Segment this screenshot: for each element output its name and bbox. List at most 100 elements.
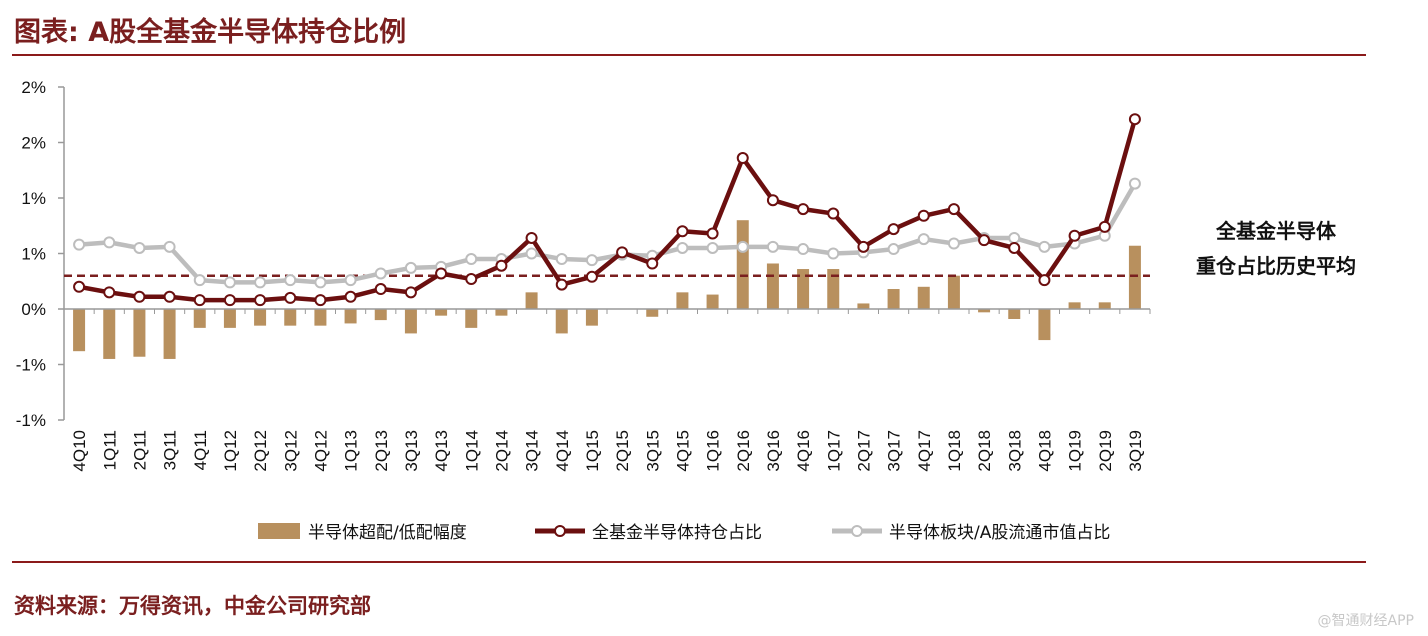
x-tick-label: 2Q18 (975, 430, 994, 472)
fund-share-point (73, 280, 86, 293)
y-tick-label: -1% (16, 356, 46, 375)
sector-share-point (133, 241, 146, 254)
fund-share-point (887, 223, 900, 236)
fund-share-point (1068, 229, 1081, 242)
bar (706, 294, 719, 309)
x-tick-label: 1Q17 (824, 430, 843, 472)
watermark: @智通财经APP (1317, 613, 1414, 629)
fund-share-point (706, 227, 719, 240)
sector-share-point (585, 254, 598, 267)
x-tick-label: 4Q15 (673, 430, 692, 472)
sector-share-point (917, 233, 930, 246)
fund-share-point (555, 278, 568, 291)
x-tick-label: 1Q12 (221, 430, 240, 472)
x-tick-label: 3Q16 (764, 430, 783, 472)
y-tick-label: 1% (21, 245, 46, 264)
x-tick-label: 1Q11 (100, 430, 119, 470)
bar (435, 309, 448, 316)
sector-share-point (465, 253, 478, 266)
bar (1008, 309, 1021, 319)
page-title: 图表: A股全基金半导体持仓比例 (14, 17, 407, 48)
x-tick-label: 1Q15 (583, 430, 602, 472)
fund-share-point (223, 294, 236, 307)
fund-share-point (646, 257, 659, 270)
bar (947, 275, 960, 309)
bar (646, 309, 659, 317)
fund-share-point (978, 234, 991, 247)
bar (978, 309, 991, 313)
fund-share-point (374, 283, 387, 296)
x-tick-label: 4Q17 (915, 430, 934, 472)
sector-share-point (676, 241, 689, 254)
sector-share-point (193, 274, 206, 287)
sector-share-point (163, 240, 176, 253)
sector-share-point (1038, 240, 1051, 253)
fund-share-point (284, 291, 297, 304)
sector-share-point (887, 243, 900, 256)
x-tick-label: 4Q11 (191, 430, 210, 470)
fund-share-point (736, 152, 749, 165)
bar (133, 309, 146, 357)
fund-share-point (163, 290, 176, 303)
x-tick-label: 3Q12 (281, 430, 300, 472)
x-tick-label: 1Q14 (462, 430, 481, 472)
top-rule (12, 54, 1366, 56)
x-tick-label: 2Q14 (492, 430, 511, 472)
bar (314, 309, 327, 326)
y-tick-label: 2% (21, 78, 46, 97)
x-tick-label: 2Q12 (251, 430, 270, 472)
fund-share-point (254, 294, 267, 307)
bar (344, 309, 357, 324)
x-tick-label: 4Q14 (553, 430, 572, 472)
fund-share-point (103, 286, 116, 299)
fund-share-point (766, 194, 779, 207)
fund-share-line (78, 118, 1138, 303)
bar (465, 309, 478, 328)
sector-share-point (736, 240, 749, 253)
x-tick-label: 2Q11 (130, 430, 149, 470)
bar (374, 309, 387, 321)
fund-share-point (947, 203, 960, 216)
x-tick-label: 4Q18 (1035, 430, 1054, 472)
bar (1038, 309, 1051, 341)
x-tick-label: 3Q13 (402, 430, 421, 472)
bar (495, 309, 508, 316)
fund-share-point (857, 240, 870, 253)
source-note: 资料来源：万得资讯，中金公司研究部 (14, 594, 371, 618)
bar (1068, 302, 1081, 309)
fund-share-point (404, 286, 417, 299)
x-tick-label: 2Q15 (613, 430, 632, 472)
bar (555, 309, 568, 334)
sector-share-point (525, 247, 538, 260)
bar (766, 263, 779, 309)
bar (1128, 245, 1141, 309)
bar (103, 309, 116, 359)
fund-share-point (1128, 113, 1141, 126)
sector-share-point (374, 267, 387, 280)
y-tick-label: 2% (21, 134, 46, 153)
x-tick-label: 1Q18 (945, 430, 964, 472)
bottom-rule (12, 561, 1366, 563)
x-tick-label: 3Q18 (1005, 430, 1024, 472)
y-tick-label: 1% (21, 189, 46, 208)
fund-share-point (676, 225, 689, 238)
bar (525, 292, 538, 309)
x-tick-label: 2Q16 (734, 430, 753, 472)
legend-sector-marker (851, 525, 863, 537)
bar (857, 303, 870, 309)
sector-share-point (1128, 177, 1141, 190)
bar (404, 309, 417, 334)
bar (797, 269, 810, 309)
sector-share-point (797, 243, 810, 256)
fund-share-point (616, 246, 629, 259)
sector-share-point (103, 236, 116, 249)
bar (193, 309, 206, 328)
sector-share-point (344, 274, 357, 287)
x-tick-label: 4Q13 (432, 430, 451, 472)
sector-share-point (766, 240, 779, 253)
x-tick-label: 3Q15 (643, 430, 662, 472)
bar (284, 309, 297, 326)
y-tick-label: -1% (16, 411, 46, 430)
y-tick-label: 0% (21, 300, 46, 319)
bar (163, 309, 176, 359)
